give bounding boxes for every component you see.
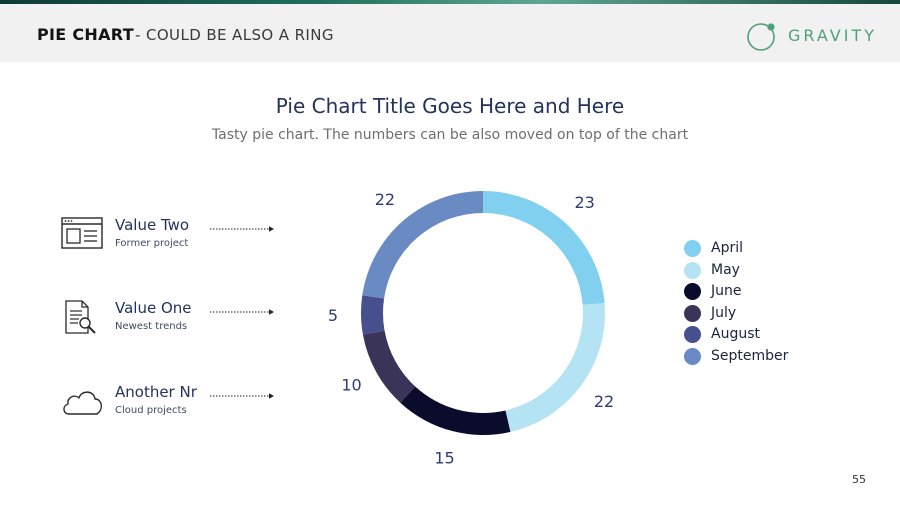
slice-value-label: 15 (434, 448, 454, 467)
slice-value-label: 22 (594, 392, 614, 411)
dotted-arrow-icon (210, 226, 274, 232)
ring-slice-may (505, 303, 605, 432)
cloud-icon (63, 391, 102, 415)
chart-subtitle: Tasty pie chart. The numbers can be also… (211, 127, 689, 143)
feature-description: Former project (115, 238, 189, 249)
feature-another-nr: Another Nr Cloud projects (60, 383, 290, 427)
legend-label: May (711, 261, 740, 278)
slide-header: PIE CHART - COULD BE ALSO A RING GRAVITY (0, 4, 900, 62)
slice-value-label: 5 (328, 306, 338, 325)
slice-value-label: 22 (375, 190, 395, 209)
dotted-arrow-icon (210, 309, 274, 315)
legend-label: June (711, 283, 742, 300)
feature-description: Newest trends (115, 321, 188, 332)
legend-swatch (684, 240, 701, 257)
slice-value-label: 10 (341, 376, 361, 395)
feature-description: Cloud projects (115, 405, 187, 416)
legend-swatch (684, 283, 701, 301)
ring-slice-june (400, 386, 511, 435)
logo-text: GRAVITY (788, 26, 877, 45)
feature-label: Another Nr (115, 383, 197, 401)
ring-slice-july (362, 330, 416, 403)
legend-swatch (684, 304, 701, 322)
legend-label: July (711, 304, 737, 321)
top-accent-strip (0, 0, 900, 4)
slide-subtitle: - COULD BE ALSO A RING (135, 26, 334, 44)
ring-slice-august (360, 295, 385, 335)
legend-label: September (711, 347, 789, 364)
dotted-arrow-icon (210, 393, 274, 399)
feature-value-one: Value One Newest trends (60, 299, 290, 343)
feature-label: Value One (115, 299, 192, 317)
browser-window-icon (61, 217, 103, 249)
feature-label: Value Two (115, 216, 190, 234)
ring-slice-april (483, 191, 605, 305)
gravity-logo-icon (747, 23, 775, 51)
ring-slice-september (362, 191, 483, 299)
chart-title: Pie Chart Title Goes Here and Here (275, 94, 625, 118)
legend-swatch (684, 347, 701, 365)
slide-title: PIE CHART (37, 25, 134, 44)
legend-label: August (711, 326, 760, 343)
feature-value-two: Value Two Former project (60, 216, 290, 260)
legend-swatch (684, 261, 701, 279)
slice-value-label: 23 (575, 193, 595, 212)
page-number: 55 (852, 473, 866, 486)
document-search-icon (65, 300, 96, 334)
legend-swatch (684, 326, 701, 344)
legend-label: April (711, 240, 743, 256)
